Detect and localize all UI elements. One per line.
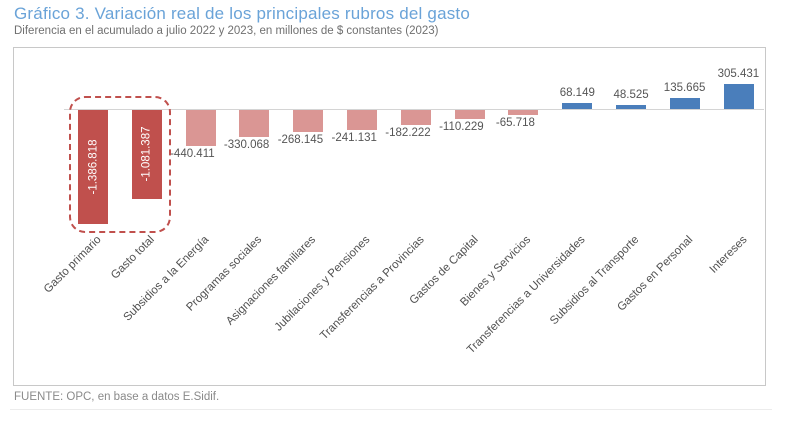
value-label: 135.665 [663,81,706,94]
bar [131,110,162,199]
bar [185,110,216,147]
zero-baseline [64,109,764,110]
value-label: -110.229 [439,121,484,134]
value-label: -65.718 [495,117,535,130]
value-label: -268.145 [277,134,324,147]
bar [400,110,431,125]
value-label: -440.411 [170,148,215,161]
chart-subtitle: Diferencia en el acumulado a julio 2022 … [14,25,439,37]
bar [616,105,646,109]
bar [347,110,377,130]
source-note: FUENTE: OPC, en base a datos E.Sidif. [14,391,220,403]
bar [508,110,539,116]
bar [239,110,270,138]
value-label: 305.431 [717,67,760,80]
bar [293,110,324,133]
footer-divider [10,409,772,410]
bar [669,97,700,109]
bar [723,83,754,109]
value-label: 68.149 [559,87,595,100]
chart-title: Gráfico 3. Variación real de los princip… [14,4,471,23]
bar [78,110,108,224]
value-label: -241.131 [331,131,377,144]
highlight-box [69,96,171,233]
chart-frame [13,47,766,386]
bar [454,110,485,120]
value-label: -330.068 [223,139,270,152]
value-label: -182.222 [385,126,431,139]
bar [562,103,593,109]
value-label: 48.525 [613,89,649,101]
